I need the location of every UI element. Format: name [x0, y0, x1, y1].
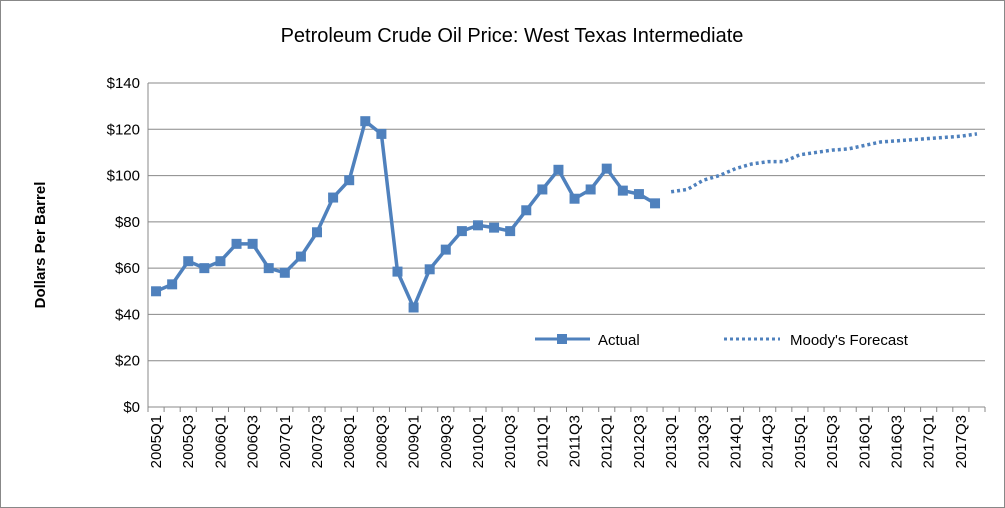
point-marker — [585, 184, 596, 195]
x-tick-label: 2009Q1 — [406, 415, 423, 468]
x-tick-label: 2011Q3 — [567, 415, 584, 467]
legend: Actual Moody's Forecast — [535, 332, 909, 349]
point-marker — [569, 193, 580, 204]
x-tick-label: 2015Q1 — [792, 415, 809, 468]
point-marker — [408, 302, 419, 313]
point-marker — [344, 175, 355, 186]
point-marker — [279, 267, 290, 278]
x-tick-label: 2017Q1 — [921, 415, 938, 468]
point-marker — [440, 244, 451, 255]
point-marker — [263, 263, 274, 274]
x-tick-label: 2015Q3 — [824, 415, 841, 468]
point-marker — [199, 263, 210, 274]
y-tick-label: $80 — [115, 214, 140, 231]
point-marker — [617, 185, 628, 196]
point-marker — [360, 116, 371, 127]
x-tick-label: 2007Q3 — [309, 415, 326, 468]
x-tick-label: 2010Q3 — [502, 415, 519, 468]
point-marker — [215, 256, 226, 267]
point-marker — [489, 222, 500, 233]
x-tick-label: 2016Q1 — [856, 415, 873, 468]
point-marker — [633, 189, 644, 200]
legend-marker — [557, 334, 567, 344]
x-tick-label: 2009Q3 — [438, 415, 455, 468]
point-marker — [392, 266, 403, 277]
y-tick-label: $100 — [107, 168, 140, 185]
y-tick-label: $20 — [115, 353, 140, 370]
point-marker — [295, 251, 306, 262]
x-tick-label: 2008Q1 — [341, 415, 358, 468]
x-tick-label: 2016Q3 — [888, 415, 905, 468]
x-tick-label: 2011Q1 — [534, 415, 551, 467]
point-marker — [183, 256, 194, 267]
x-tick-label: 2014Q3 — [760, 415, 777, 468]
point-marker — [521, 205, 532, 216]
y-tick-label: $0 — [123, 399, 140, 416]
point-marker — [151, 286, 162, 297]
point-marker — [505, 226, 516, 237]
x-tick-label: 2012Q1 — [599, 415, 616, 468]
point-marker — [167, 279, 178, 290]
point-marker — [553, 164, 564, 175]
y-axis-label: Dollars Per Barrel — [32, 182, 49, 309]
point-marker — [328, 192, 339, 203]
point-marker — [424, 264, 435, 275]
x-tick-label: 2014Q1 — [728, 415, 745, 468]
x-tick-label: 2005Q3 — [180, 415, 197, 468]
point-marker — [231, 238, 242, 249]
x-tick-label: 2005Q1 — [148, 415, 165, 468]
y-tick-label: $40 — [115, 306, 140, 323]
x-tick-label: 2008Q3 — [373, 415, 390, 468]
x-tick-label: 2006Q3 — [245, 415, 262, 468]
point-marker — [376, 128, 387, 139]
legend-label: Actual — [598, 332, 640, 349]
x-tick-label: 2010Q1 — [470, 415, 487, 468]
point-marker — [312, 227, 323, 238]
point-marker — [650, 198, 661, 209]
x-tick-label: 2013Q1 — [663, 415, 680, 468]
x-tick-label: 2007Q1 — [277, 415, 294, 468]
y-tick-label: $120 — [107, 121, 140, 138]
y-tick-label: $140 — [107, 75, 140, 92]
point-marker — [247, 238, 258, 249]
x-tick-label: 2012Q3 — [631, 415, 648, 468]
y-tick-label: $60 — [115, 260, 140, 277]
series-line — [670, 132, 978, 194]
point-marker — [601, 163, 612, 174]
point-marker — [537, 184, 548, 195]
x-tick-label: 2013Q3 — [695, 415, 712, 468]
point-marker — [472, 220, 483, 231]
chart-title: Petroleum Crude Oil Price: West Texas In… — [281, 25, 744, 47]
x-tick-label: 2017Q3 — [953, 415, 970, 468]
legend-label: Moody's Forecast — [790, 332, 909, 349]
point-marker — [456, 226, 467, 237]
x-tick-label: 2006Q1 — [212, 415, 229, 468]
